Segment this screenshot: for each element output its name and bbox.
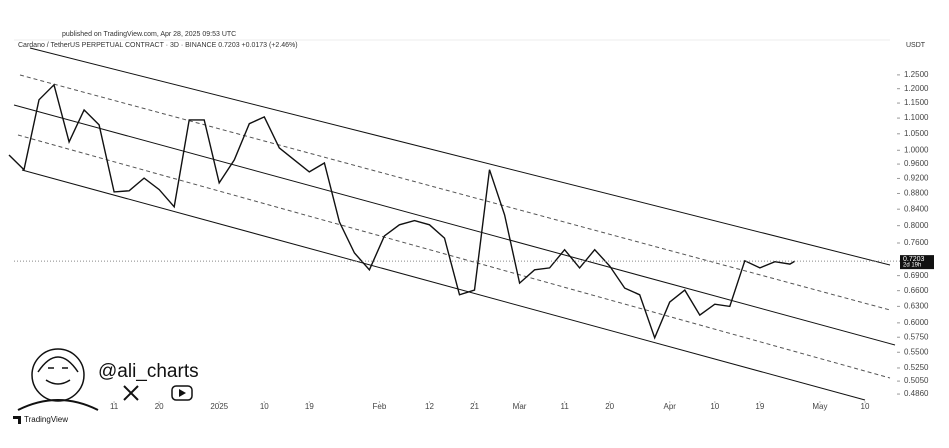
x-tick-label: May [812,402,827,411]
x-tick-label: 12 [425,402,434,411]
y-tick-label: 0.6000 [904,318,929,327]
y-tick-label: 1.2500 [904,70,929,79]
x-tick-label: 2025 [210,402,228,411]
x-tick-label: 10 [861,402,870,411]
y-tick-label: 0.5750 [904,332,929,341]
y-tick-label: 0.5250 [904,363,929,372]
x-tick-label: 11 [110,402,119,411]
price-box [900,255,934,270]
x-tick-label: 11 [560,402,569,411]
currency: USDT [906,42,926,49]
y-tick-label: 1.0500 [904,129,929,138]
x-tick-label: 19 [755,402,764,411]
y-tick-label: 0.8400 [904,204,929,213]
published: published on TradingView.com, Apr 28, 20… [62,31,236,38]
y-tick-label: 0.5500 [904,347,929,356]
y-tick-label: 1.1500 [904,98,929,107]
social-icons [123,385,193,401]
x-tick-label: 10 [260,402,269,411]
y-tick-label: 0.5050 [904,376,929,385]
price-label: 0.7203 [903,256,925,263]
avatar [17,348,99,411]
x-tick-label: Mar [513,402,527,411]
channel [13,47,896,401]
brand-logo [13,416,21,424]
x-tick-label: Feb [373,402,387,411]
y-tick-label: 0.8800 [904,189,929,198]
y-tick-label: 1.2000 [904,84,929,93]
author: @ali_charts [98,361,199,382]
y-tick-label: 1.0000 [904,145,929,154]
y-tick-label: 0.6900 [904,271,929,280]
y-tick-label: 0.4860 [904,389,929,398]
y-tick-label: 0.9200 [904,174,929,183]
y-tick-label: 0.8000 [904,221,929,230]
x-tick-label: 19 [305,402,314,411]
y-tick-label: 0.6600 [904,286,929,295]
y-tick-label: 0.6300 [904,301,929,310]
y-tick-label: 0.9600 [904,159,929,168]
x-tick-label: 21 [470,402,479,411]
y-tick-label: 1.1000 [904,113,929,122]
x-tick-label: 10 [710,402,719,411]
chart-title: Cardano / TetherUS PERPETUAL CONTRACT · … [18,42,298,49]
x-tick-label: 20 [605,402,614,411]
y-tick-label: 0.7600 [904,238,929,247]
x-tick-label: 20 [155,402,164,411]
countdown: 2d 19h [903,263,921,269]
brand: TradingView [24,415,68,424]
price-line [8,83,796,340]
x-tick-label: Apr [664,402,677,411]
